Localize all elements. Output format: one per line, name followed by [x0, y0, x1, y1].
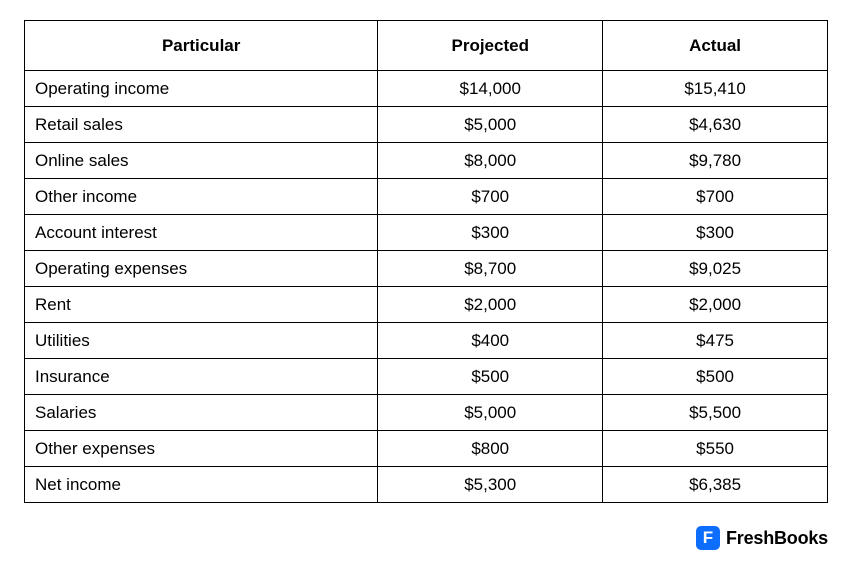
- cell-projected: $400: [378, 323, 603, 359]
- cell-actual: $300: [603, 215, 828, 251]
- freshbooks-logo: F FreshBooks: [696, 526, 828, 550]
- cell-actual: $5,500: [603, 395, 828, 431]
- cell-particular: Salaries: [25, 395, 378, 431]
- table-row: Operating expenses $8,700 $9,025: [25, 251, 828, 287]
- cell-projected: $5,000: [378, 395, 603, 431]
- table-row: Other expenses $800 $550: [25, 431, 828, 467]
- cell-actual: $700: [603, 179, 828, 215]
- table-row: Insurance $500 $500: [25, 359, 828, 395]
- cell-actual: $475: [603, 323, 828, 359]
- cell-projected: $8,000: [378, 143, 603, 179]
- cell-particular: Net income: [25, 467, 378, 503]
- cell-actual: $15,410: [603, 71, 828, 107]
- col-header-projected: Projected: [378, 21, 603, 71]
- cell-projected: $8,700: [378, 251, 603, 287]
- cell-particular: Operating expenses: [25, 251, 378, 287]
- cell-actual: $550: [603, 431, 828, 467]
- cell-particular: Other income: [25, 179, 378, 215]
- table-row: Operating income $14,000 $15,410: [25, 71, 828, 107]
- cell-particular: Rent: [25, 287, 378, 323]
- cell-actual: $2,000: [603, 287, 828, 323]
- table-row: Rent $2,000 $2,000: [25, 287, 828, 323]
- cell-projected: $5,300: [378, 467, 603, 503]
- freshbooks-name: FreshBooks: [726, 528, 828, 549]
- cell-projected: $500: [378, 359, 603, 395]
- table-row: Retail sales $5,000 $4,630: [25, 107, 828, 143]
- cell-particular: Account interest: [25, 215, 378, 251]
- cell-particular: Operating income: [25, 71, 378, 107]
- cell-projected: $2,000: [378, 287, 603, 323]
- cell-actual: $500: [603, 359, 828, 395]
- table-row: Utilities $400 $475: [25, 323, 828, 359]
- cell-projected: $700: [378, 179, 603, 215]
- cell-actual: $6,385: [603, 467, 828, 503]
- freshbooks-icon: F: [696, 526, 720, 550]
- cell-projected: $800: [378, 431, 603, 467]
- cell-particular: Retail sales: [25, 107, 378, 143]
- table-row: Online sales $8,000 $9,780: [25, 143, 828, 179]
- cell-particular: Online sales: [25, 143, 378, 179]
- cell-actual: $9,780: [603, 143, 828, 179]
- table-row: Account interest $300 $300: [25, 215, 828, 251]
- cell-projected: $300: [378, 215, 603, 251]
- financial-table: Particular Projected Actual Operating in…: [24, 20, 828, 503]
- cell-actual: $9,025: [603, 251, 828, 287]
- cell-projected: $14,000: [378, 71, 603, 107]
- freshbooks-icon-letter: F: [703, 528, 713, 548]
- cell-actual: $4,630: [603, 107, 828, 143]
- cell-particular: Insurance: [25, 359, 378, 395]
- table-row: Net income $5,300 $6,385: [25, 467, 828, 503]
- cell-particular: Other expenses: [25, 431, 378, 467]
- col-header-particular: Particular: [25, 21, 378, 71]
- table-row: Other income $700 $700: [25, 179, 828, 215]
- col-header-actual: Actual: [603, 21, 828, 71]
- cell-projected: $5,000: [378, 107, 603, 143]
- cell-particular: Utilities: [25, 323, 378, 359]
- table-header-row: Particular Projected Actual: [25, 21, 828, 71]
- table-row: Salaries $5,000 $5,500: [25, 395, 828, 431]
